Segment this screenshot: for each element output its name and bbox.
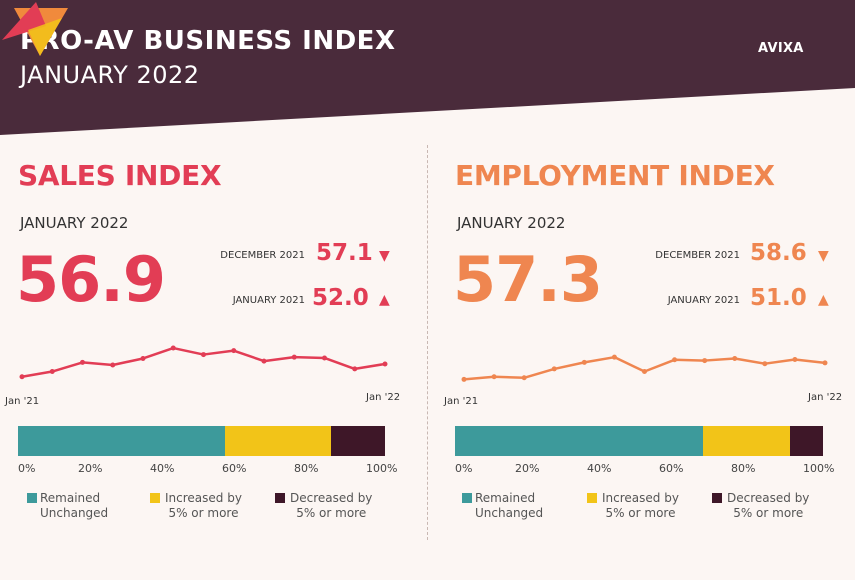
sales-trend-point xyxy=(322,355,327,361)
sales-trend-point xyxy=(19,374,25,380)
axis-tick-label: 40% xyxy=(587,462,612,475)
sales-trend-point xyxy=(170,345,176,351)
axis-tick-label: 20% xyxy=(515,462,540,475)
legend-increased-swatch xyxy=(150,493,160,503)
avixa-logo-icon xyxy=(2,2,68,56)
legend-remained-swatch xyxy=(462,493,472,503)
axis-tick-label: 80% xyxy=(731,462,756,475)
axis-tick-label: 80% xyxy=(294,462,319,475)
sales-trend-chart xyxy=(19,345,388,380)
legend-increased-label: Increased by 5% or more xyxy=(165,491,242,520)
employment-bar-segment-decreased xyxy=(790,426,823,456)
employment-trend-point xyxy=(461,376,467,382)
employment-trend-chart xyxy=(461,354,828,382)
page-subtitle: JANUARY 2022 xyxy=(20,61,200,89)
sales-trend-point xyxy=(140,355,146,361)
sales-trend-point xyxy=(80,359,85,365)
employment-trend-point xyxy=(581,359,587,365)
employment-trend-point xyxy=(521,375,527,381)
employment-trend-point xyxy=(611,354,617,360)
employment-distribution-bar xyxy=(455,426,823,456)
employment-trend-point xyxy=(792,357,798,363)
employment-jan-up-arrow-icon: ▲ xyxy=(818,292,829,308)
legend-remained-label: Remained Unchanged xyxy=(40,491,109,520)
employment-jan-label: JANUARY 2021 xyxy=(667,295,740,306)
employment-dec-label: DECEMBER 2021 xyxy=(655,250,740,261)
legend-increased-swatch xyxy=(587,493,597,503)
employment-trend-point xyxy=(551,366,557,372)
employment-period-label: JANUARY 2022 xyxy=(457,214,566,232)
axis-tick-label: 100% xyxy=(803,462,835,475)
legend-decreased-swatch xyxy=(712,493,722,503)
sales-jan-value: 52.0 xyxy=(312,285,369,311)
logo-text: AVIXA xyxy=(758,41,804,56)
employment-dec-down-arrow-icon: ▼ xyxy=(818,248,829,264)
sales-trend-point xyxy=(261,358,267,364)
employment-start-label: Jan '21 xyxy=(444,396,479,407)
employment-trend-point xyxy=(672,357,678,363)
sales-bar-segment-decreased xyxy=(330,426,385,456)
sales-trend-point xyxy=(49,369,55,375)
page-title: PRO-AV BUSINESS INDEX xyxy=(20,26,396,56)
employment-trend-line xyxy=(463,355,826,381)
sales-trend-point xyxy=(352,366,358,372)
header-banner: PRO-AV BUSINESS INDEX JANUARY 2022 AVIXA xyxy=(0,0,855,140)
legend-remained-label: Remained Unchanged xyxy=(475,491,544,520)
sales-start-label: Jan '21 xyxy=(5,396,40,407)
employment-trend-point xyxy=(702,358,708,364)
employment-bar-segment-increased xyxy=(702,426,791,456)
employment-index-title: EMPLOYMENT INDEX xyxy=(455,159,775,192)
legend-decreased-swatch xyxy=(275,493,285,503)
legend-decreased-label: Decreased by 5% or more xyxy=(727,491,810,520)
employment-trend-point xyxy=(822,360,828,366)
sales-bar-segment-remained xyxy=(18,426,226,456)
employment-trend-point xyxy=(491,374,497,380)
legend-decreased-label: Decreased by 5% or more xyxy=(290,491,373,520)
axis-tick-label: 100% xyxy=(366,462,398,475)
sales-trend-point xyxy=(201,352,206,358)
sales-trend-point xyxy=(291,354,297,360)
axis-tick-label: 60% xyxy=(659,462,684,475)
employment-index-value: 57.3 xyxy=(453,243,603,316)
sales-trend-point xyxy=(382,361,388,367)
legend-increased-label: Increased by 5% or more xyxy=(602,491,679,520)
employment-trend-point xyxy=(642,369,647,375)
header-background xyxy=(0,0,855,135)
sales-index-value: 56.9 xyxy=(16,243,166,316)
employment-end-label: Jan '22 xyxy=(808,392,843,403)
employment-bar-segment-remained xyxy=(455,426,703,456)
axis-tick-label: 60% xyxy=(222,462,247,475)
axis-tick-label: 20% xyxy=(78,462,103,475)
sales-trend-point xyxy=(110,362,116,368)
sales-bar-segment-increased xyxy=(225,426,331,456)
employment-dec-value: 58.6 xyxy=(750,240,807,266)
panel-divider xyxy=(427,145,428,540)
sales-dec-down-arrow-icon: ▼ xyxy=(379,248,390,264)
sales-dec-value: 57.1 xyxy=(316,240,373,266)
sales-distribution-bar xyxy=(18,426,385,456)
sales-trend-point xyxy=(231,348,237,354)
sales-end-label: Jan '22 xyxy=(366,392,401,403)
sales-jan-up-arrow-icon: ▲ xyxy=(379,292,390,308)
sales-index-title: SALES INDEX xyxy=(18,159,222,192)
employment-trend-point xyxy=(762,361,768,367)
sales-dec-label: DECEMBER 2021 xyxy=(220,250,305,261)
legend-remained-swatch xyxy=(27,493,37,503)
axis-tick-label: 40% xyxy=(150,462,175,475)
axis-tick-label: 0% xyxy=(455,462,473,475)
sales-jan-label: JANUARY 2021 xyxy=(232,295,305,306)
sales-period-label: JANUARY 2022 xyxy=(20,214,129,232)
employment-jan-value: 51.0 xyxy=(750,285,807,311)
employment-trend-point xyxy=(732,355,738,361)
axis-tick-label: 0% xyxy=(18,462,36,475)
employment-panel: EMPLOYMENT INDEX JANUARY 2022 57.3 DECEM… xyxy=(437,0,855,580)
sales-panel: SALES INDEX JANUARY 2022 56.9 DECEMBER 2… xyxy=(0,0,420,580)
